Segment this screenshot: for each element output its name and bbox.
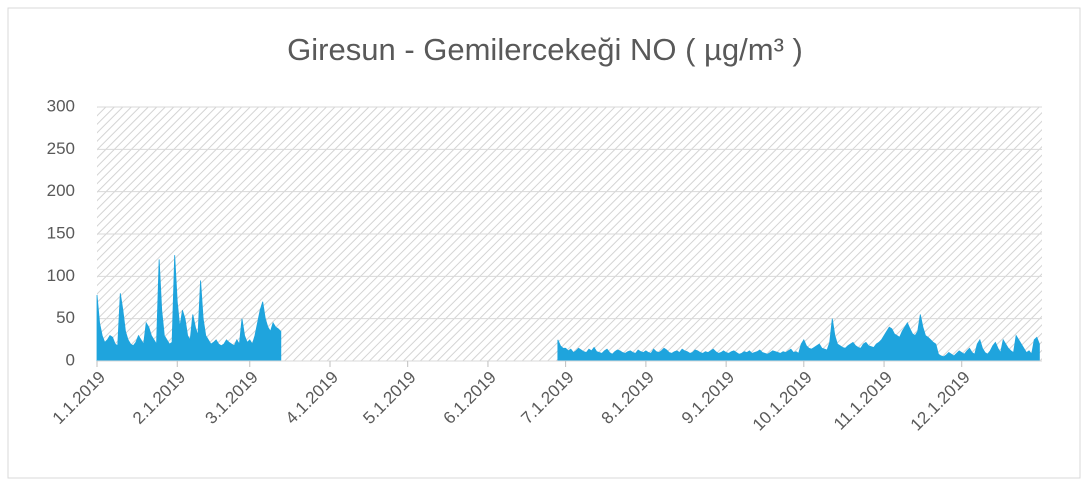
y-tick-label: 200 — [47, 181, 75, 200]
y-tick-label: 300 — [47, 96, 75, 115]
y-tick-label: 0 — [66, 350, 75, 369]
y-tick-label: 250 — [47, 139, 75, 158]
y-tick-label: 150 — [47, 223, 75, 242]
y-tick-label: 100 — [47, 266, 75, 285]
chart-title: Giresun - Gemilercekeği NO ( µg/m³ ) — [287, 32, 803, 67]
y-tick-label: 50 — [56, 308, 75, 327]
area — [96, 255, 1040, 362]
